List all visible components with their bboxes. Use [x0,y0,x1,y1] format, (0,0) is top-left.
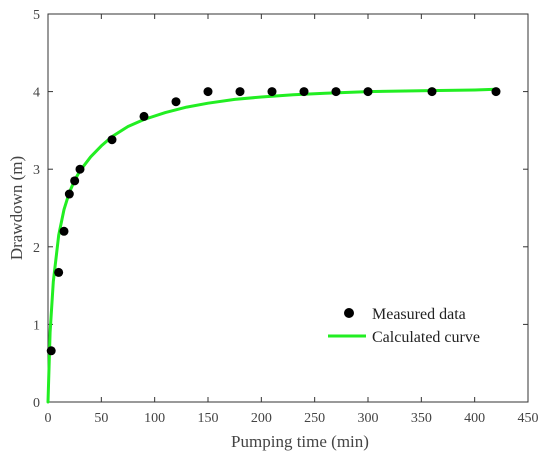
x-tick-label: 150 [198,411,219,426]
measured-data-point [59,226,69,236]
measured-data-point [491,87,501,97]
x-tick-label: 250 [304,411,325,426]
measured-data-point [427,87,437,97]
measured-data-point [75,164,85,174]
x-tick-label: 450 [518,411,539,426]
y-tick-label: 1 [33,318,40,333]
legend: Measured data Calculated curve [328,306,480,346]
legend-label-calculated: Calculated curve [372,329,480,346]
axis-tick-labels: 0 50 100 150 200 250 300 350 400 450 0 1 2 3 4 5 [33,8,539,426]
y-axis-label: Drawdown (m) [7,156,26,260]
x-tick-label: 300 [358,411,379,426]
plot-frame [47,13,529,403]
measured-data-point [70,176,80,186]
y-tick-label: 3 [33,163,40,178]
x-tick-label: 350 [411,411,432,426]
measured-data-point [107,135,117,145]
legend-label-measured: Measured data [372,306,466,323]
measured-data-point [64,189,74,199]
axis-ticks [47,13,529,403]
measured-data-point [235,87,245,97]
y-tick-label: 2 [33,241,40,256]
measured-data-point [331,87,341,97]
measured-data-point [46,346,56,356]
measured-data-point [363,87,373,97]
measured-data-point [54,267,64,277]
measured-data-point [299,87,309,97]
measured-data-point [139,111,149,121]
calculated-curve-line [46,87,498,404]
y-tick-label: 4 [33,86,40,101]
measured-data-point [267,87,277,97]
measured-data-point [171,97,181,107]
measured-data-point [203,87,213,97]
x-tick-label: 50 [94,411,108,426]
legend-marker-measured [344,308,354,318]
data-series [46,87,501,404]
x-axis-label: Pumping time (min) [231,432,369,451]
x-tick-label: 200 [251,411,272,426]
x-tick-label: 100 [144,411,165,426]
x-tick-label: 400 [464,411,485,426]
y-tick-label: 0 [33,396,40,411]
x-tick-label: 0 [45,411,52,426]
y-tick-label: 5 [33,8,40,23]
